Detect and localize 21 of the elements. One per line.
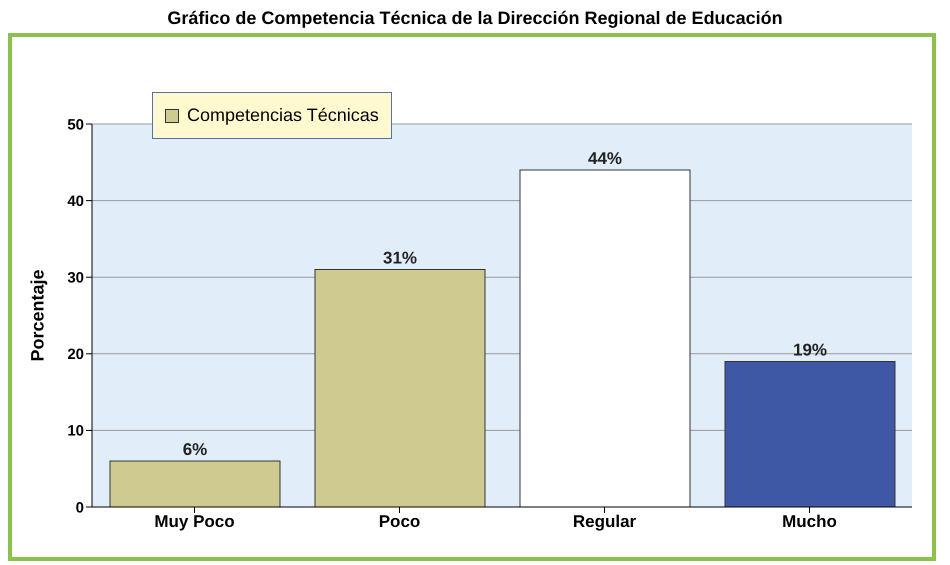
x-tick-label: Muy Poco — [154, 512, 235, 532]
chart-title: Gráfico de Competencia Técnica de la Dirección Regional de Educación — [166, 8, 784, 29]
bar — [314, 269, 486, 507]
x-tick-label: Mucho — [782, 512, 837, 532]
bar — [724, 360, 896, 507]
bar — [110, 460, 280, 507]
y-tick-label: 40 — [67, 192, 84, 210]
data-label: 19% — [792, 340, 828, 360]
x-tick-label: Poco — [378, 512, 420, 532]
y-tick-label: 10 — [67, 422, 84, 440]
y-tick-label: 20 — [67, 346, 84, 364]
data-label: 31% — [382, 248, 418, 268]
data-label: 44% — [588, 149, 622, 168]
data-label: 6% — [182, 440, 208, 460]
y-tick-label: 30 — [67, 270, 84, 287]
x-tick-label: Regular — [572, 512, 637, 532]
y-tick-label: 50 — [67, 116, 84, 134]
bar — [520, 169, 690, 507]
y-tick-label: 0 — [76, 499, 84, 516]
legend-label: Competencias Técnicas — [152, 92, 392, 139]
y-axis-title: Porcentaje — [27, 269, 48, 362]
